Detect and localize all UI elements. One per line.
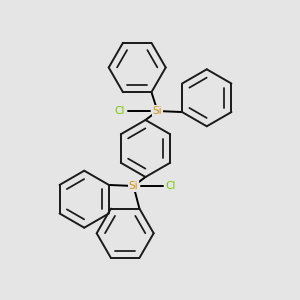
Text: Cl: Cl bbox=[115, 106, 125, 116]
Text: Si: Si bbox=[129, 181, 138, 191]
Text: Cl: Cl bbox=[166, 181, 176, 191]
Text: Si: Si bbox=[153, 106, 162, 116]
